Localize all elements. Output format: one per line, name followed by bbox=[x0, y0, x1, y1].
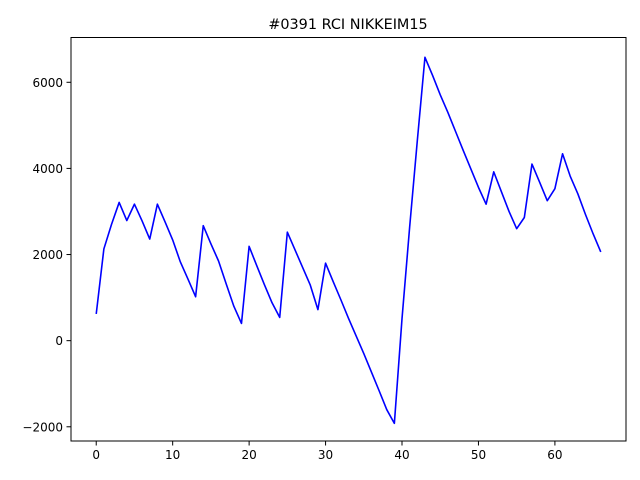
y-tick-label: 0 bbox=[55, 334, 63, 348]
x-tick-label: 20 bbox=[241, 448, 256, 462]
y-axis: −2000 0 2000 4000 6000 bbox=[22, 76, 71, 434]
x-tick-label: 50 bbox=[471, 448, 486, 462]
y-tick-label: 2000 bbox=[32, 248, 63, 262]
x-tick-label: 60 bbox=[547, 448, 562, 462]
y-tick-label: 4000 bbox=[32, 162, 63, 176]
x-tick-label: 0 bbox=[92, 448, 100, 462]
x-tick-label: 10 bbox=[165, 448, 180, 462]
chart-title: #0391 RCI NIKKEIM15 bbox=[268, 17, 427, 33]
y-tick-label: −2000 bbox=[22, 420, 63, 434]
x-tick-label: 40 bbox=[394, 448, 409, 462]
plot-area-frame bbox=[70, 37, 627, 442]
x-axis: 0 10 20 30 40 50 60 bbox=[92, 441, 563, 462]
series-line-0 bbox=[95, 56, 602, 425]
x-tick-label: 30 bbox=[318, 448, 333, 462]
y-tick-label: 6000 bbox=[32, 76, 63, 90]
plot-data-layer bbox=[95, 56, 602, 425]
